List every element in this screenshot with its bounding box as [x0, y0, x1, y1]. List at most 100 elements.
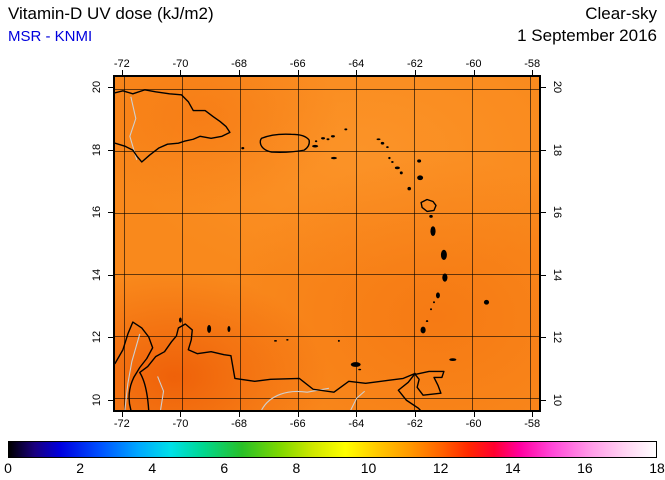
nevis-island	[399, 171, 403, 175]
margarita-island	[350, 362, 361, 367]
coastlines	[115, 89, 445, 410]
puerto-rico-coastline	[259, 133, 310, 154]
axis-tick	[356, 70, 358, 75]
lon-tick-label-bottom: -68	[231, 418, 247, 430]
vieques-island	[312, 144, 319, 148]
lat-grid-line	[115, 274, 539, 276]
curacao-island	[207, 325, 212, 333]
axis-tick	[532, 70, 534, 75]
orchila-island	[286, 339, 289, 341]
grenadines-island	[433, 301, 435, 304]
guadeloupe-coastline	[420, 198, 437, 213]
aruba-island	[178, 317, 182, 323]
axis-tick	[414, 70, 416, 75]
lon-tick-label-top: -70	[172, 58, 189, 70]
lat-tick-label-left: 20	[91, 81, 103, 94]
st-thomas-island	[321, 137, 326, 140]
dominica-island	[430, 226, 436, 237]
axis-tick	[356, 412, 358, 417]
colorbar-tick-label: 2	[76, 460, 85, 476]
axis-tick	[541, 87, 546, 89]
colorbar-tick-label: 14	[504, 460, 521, 476]
lon-tick-label-top: -68	[231, 58, 247, 70]
lat-tick-label-right: 20	[551, 81, 563, 94]
south-america-coastline	[115, 321, 154, 410]
axis-tick	[532, 412, 534, 417]
lon-grid-line	[472, 77, 474, 410]
lat-grid-line	[115, 150, 539, 152]
date-label: 1 September 2016	[517, 26, 657, 45]
colombia-venezuela-border-line	[124, 333, 141, 410]
grenada-island	[420, 326, 426, 334]
axis-tick	[180, 412, 182, 417]
lat-tick-label-left: 18	[91, 143, 103, 156]
lat-tick-label-right: 16	[551, 206, 563, 219]
blanquilla-island	[337, 339, 340, 342]
river-line	[261, 387, 330, 410]
anguilla-island	[376, 138, 381, 141]
axis-tick	[541, 212, 546, 214]
axis-tick	[121, 412, 123, 417]
lat-tick-label-right: 14	[551, 268, 563, 281]
axis-tick	[473, 70, 475, 75]
lat-tick-label-right: 10	[551, 393, 563, 406]
st-eustatius-island	[391, 160, 394, 163]
colorbar-tick-label: 0	[4, 460, 12, 476]
axis-tick	[297, 70, 299, 75]
hispaniola-coastline	[115, 89, 231, 163]
lon-tick-label-top: -58	[524, 58, 541, 70]
axis-tick	[108, 399, 113, 401]
antigua-island	[417, 175, 424, 181]
axis-tick	[297, 412, 299, 417]
colorbar-tick-label: 12	[432, 460, 449, 476]
st-vincent-island	[435, 292, 440, 299]
montserrat-island	[407, 186, 412, 191]
lat-tick-label-left: 12	[91, 330, 103, 344]
venezuela-coastline	[139, 323, 421, 410]
axis-tick	[239, 70, 241, 75]
lon-tick-label-bottom: -58	[524, 418, 541, 430]
lon-tick-label-top: -72	[113, 58, 130, 70]
river-line	[350, 390, 366, 410]
axis-tick	[541, 399, 546, 401]
colorbar-tick-label: 16	[577, 460, 593, 476]
lon-tick-label-top: -62	[406, 58, 423, 70]
axis-tick	[121, 70, 123, 75]
lon-tick-label-bottom: -72	[113, 418, 130, 430]
sky-condition-label: Clear-sky	[585, 4, 657, 23]
marie-galante-island	[429, 214, 433, 218]
anegada-island	[344, 128, 348, 131]
lon-grid-line	[530, 77, 532, 410]
lon-grid-line	[239, 77, 241, 410]
barbuda-island	[417, 159, 422, 163]
lon-grid-line	[414, 77, 416, 410]
axis-tick	[108, 212, 113, 214]
st-martin-island	[380, 141, 385, 145]
lon-tick-label-bottom: -64	[348, 418, 365, 430]
barbados-island	[483, 299, 490, 305]
lon-tick-label-bottom: -60	[465, 418, 482, 430]
lon-tick-label-top: -60	[465, 58, 482, 70]
lon-grid-line	[297, 77, 299, 410]
lon-tick-label-bottom: -66	[289, 418, 306, 430]
axis-tick	[108, 87, 113, 89]
lat-grid-line	[115, 89, 539, 91]
carriacou-island	[425, 320, 429, 323]
river-line	[157, 376, 165, 410]
colorbar	[8, 441, 657, 458]
colorbar-tick-label: 4	[148, 460, 157, 476]
axis-tick	[180, 70, 182, 75]
axis-tick	[473, 412, 475, 417]
colorbar-labels: 0 2 4 6 8 10 12 14 16 18	[4, 460, 665, 478]
lon-grid-line	[123, 77, 125, 410]
st-lucia-island	[442, 273, 448, 282]
colorbar-tick-label: 10	[360, 460, 377, 476]
axis-tick	[239, 412, 241, 417]
lon-tick-label-top: -66	[289, 58, 306, 70]
st-john-island	[326, 138, 330, 141]
country-borders	[124, 96, 366, 410]
lon-grid-line	[181, 77, 183, 410]
saba-island	[388, 156, 391, 160]
map-panel: -72 -72 -70 -70 -68 -68 -66 -66 -64 -64 -62 -62 -60 -…	[91, 58, 563, 430]
